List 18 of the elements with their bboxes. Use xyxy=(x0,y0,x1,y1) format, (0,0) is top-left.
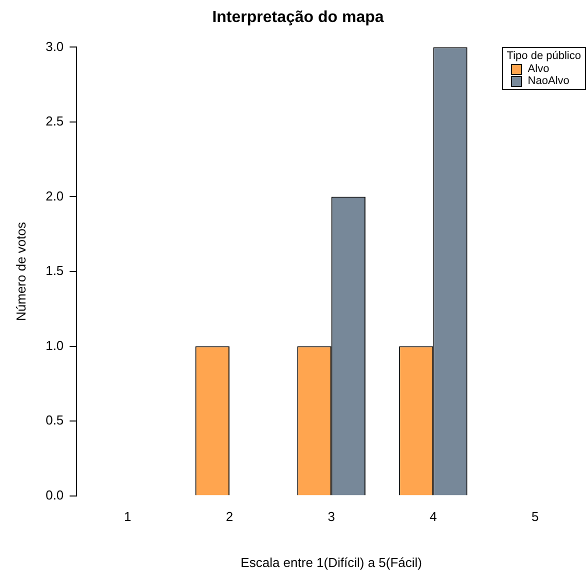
legend-title: Tipo de público xyxy=(506,50,581,62)
x-tick-label: 3 xyxy=(328,509,335,524)
y-tick-label: 2.5 xyxy=(46,114,64,129)
legend-label: NaoAlvo xyxy=(528,75,570,88)
x-tick-label: 5 xyxy=(531,509,539,524)
x-tick-label: 2 xyxy=(226,509,234,524)
y-tick-label: 0.0 xyxy=(46,487,64,502)
y-tick-label: 3.0 xyxy=(46,38,64,54)
x-axis-title: Escala entre 1(Difícil) a 5(Fácil) xyxy=(240,554,422,570)
chart-title: Interpretação do mapa xyxy=(212,9,384,26)
y-tick-label: 0.5 xyxy=(46,412,64,428)
y-tick-label: 1.5 xyxy=(46,263,64,278)
y-tick-label: 2.0 xyxy=(46,188,64,204)
y-tick-label: 1.0 xyxy=(46,338,64,353)
y-axis-title: Número de votos xyxy=(13,222,28,321)
x-tick-label: 4 xyxy=(430,509,437,524)
legend-label: Alvo xyxy=(528,63,550,76)
x-tick-label: 1 xyxy=(124,509,132,524)
